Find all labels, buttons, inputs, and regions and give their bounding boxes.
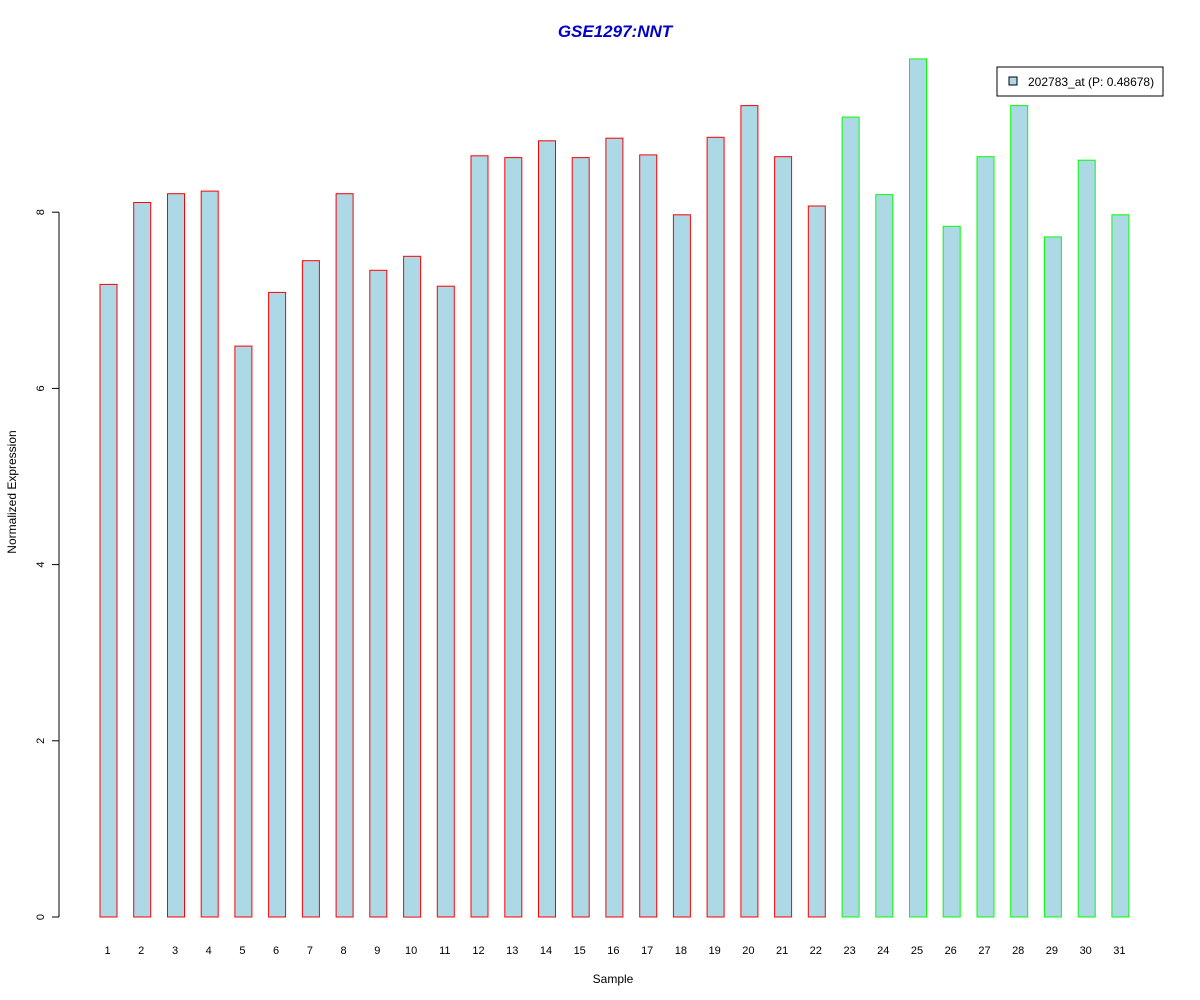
bar-sample-28 <box>1010 105 1029 918</box>
x-tick-label: 6 <box>273 945 279 957</box>
y-tick-label: 8 <box>35 209 47 215</box>
x-tick-label: 29 <box>1046 945 1058 957</box>
bar-sample-5 <box>234 345 253 918</box>
bar-sample-23 <box>841 116 860 918</box>
bar-sample-3 <box>167 193 185 918</box>
bar-sample-7 <box>301 260 320 918</box>
legend-box <box>996 66 1164 97</box>
legend-swatch <box>1008 76 1018 86</box>
bar-sample-11 <box>436 285 455 918</box>
bar-sample-4 <box>200 190 219 918</box>
bar-sample-31 <box>1111 214 1130 918</box>
bar-sample-8 <box>335 193 354 918</box>
x-tick-label: 13 <box>506 945 518 957</box>
x-tick-label: 16 <box>607 945 619 957</box>
bar-sample-26 <box>942 225 961 918</box>
legend-label: 202783_at (P: 0.48678) <box>1028 75 1154 89</box>
x-tick-label: 27 <box>978 945 990 957</box>
x-tick-label: 9 <box>374 945 380 957</box>
bar-sample-25 <box>909 58 927 918</box>
bars <box>99 58 1130 918</box>
y-tick-label: 2 <box>35 738 47 744</box>
bar-sample-29 <box>1043 236 1062 918</box>
x-tick-label: 21 <box>776 945 788 957</box>
bar-sample-20 <box>740 105 759 918</box>
x-tick-label: 12 <box>472 945 484 957</box>
y-ticks: 0 2 4 6 8 <box>35 209 59 920</box>
x-tick-label: 2 <box>138 945 144 957</box>
x-tick-label: 22 <box>810 945 822 957</box>
x-tick-label: 24 <box>877 945 889 957</box>
chart-title: GSE1297:NNT <box>558 22 674 41</box>
x-tick-label: 20 <box>742 945 754 957</box>
x-axis-label: Sample <box>593 972 634 986</box>
y-tick-label: 6 <box>35 385 47 391</box>
legend: 202783_at (P: 0.48678) <box>996 66 1164 97</box>
x-tick-label: 5 <box>239 945 245 957</box>
bar-sample-22 <box>807 205 826 918</box>
bar-sample-17 <box>639 154 658 918</box>
y-tick-label: 4 <box>35 562 47 568</box>
bar-sample-14 <box>538 140 556 918</box>
x-tick-label: 10 <box>405 945 417 957</box>
bar-sample-27 <box>976 156 995 918</box>
y-tick-label: 0 <box>35 914 47 920</box>
x-tick-label: 11 <box>439 945 450 957</box>
bar-sample-21 <box>774 156 793 918</box>
x-tick-label: 25 <box>911 945 923 957</box>
x-tick-label: 23 <box>843 945 855 957</box>
x-tick-label: 4 <box>206 945 212 957</box>
bar-sample-13 <box>504 157 523 918</box>
bar-sample-19 <box>706 136 725 918</box>
bar-sample-12 <box>470 155 489 918</box>
x-tick-label: 19 <box>708 945 720 957</box>
bar-sample-18 <box>672 214 691 918</box>
x-tick-label: 14 <box>540 945 552 957</box>
x-tick-label: 17 <box>641 945 653 957</box>
x-tick-label: 7 <box>307 945 313 957</box>
bar-sample-6 <box>268 291 287 918</box>
bar-sample-10 <box>403 255 422 918</box>
y-axis-label: Normalized Expression <box>5 430 19 553</box>
x-tick-label: 8 <box>341 945 347 957</box>
bar-sample-1 <box>99 283 118 918</box>
x-tick-label: 3 <box>172 945 178 957</box>
bar-sample-30 <box>1077 159 1096 918</box>
x-tick-label: 18 <box>675 945 687 957</box>
x-tick-label: 28 <box>1012 945 1024 957</box>
bar-sample-24 <box>875 194 894 918</box>
bar-sample-2 <box>133 202 152 918</box>
x-tick-label: 15 <box>574 945 586 957</box>
x-tick-label: 1 <box>104 945 110 957</box>
bar-sample-15 <box>571 157 590 918</box>
x-tick-label: 26 <box>945 945 957 957</box>
x-tick-label: 30 <box>1080 945 1092 957</box>
x-tick-label: 31 <box>1113 945 1125 957</box>
bar-sample-16 <box>605 137 624 918</box>
bar-sample-9 <box>369 269 388 918</box>
x-tick-labels: 1 2 3 4 5 6 7 8 9 10 11 12 13 14 15 16 17 18 19 20 21 22 23 24 2… <box>104 945 1125 957</box>
